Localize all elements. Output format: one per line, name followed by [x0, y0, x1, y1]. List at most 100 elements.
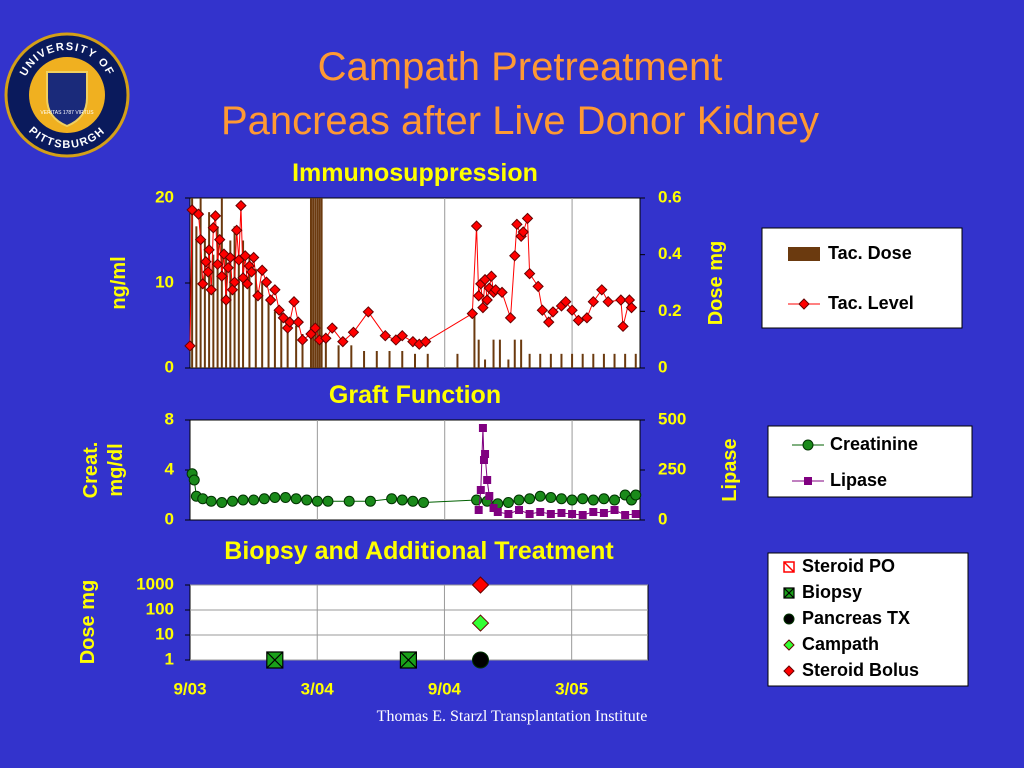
marker	[252, 290, 264, 302]
marker	[320, 332, 332, 344]
marker	[470, 220, 483, 232]
marker	[226, 495, 238, 507]
x-tick-label: 9/04	[428, 679, 462, 698]
marker	[209, 210, 222, 222]
y2-tick-label: 250	[658, 459, 686, 478]
marker	[290, 493, 302, 505]
marker	[237, 494, 249, 506]
bar	[414, 353, 416, 368]
bar	[613, 353, 616, 368]
marker	[509, 250, 521, 262]
marker	[532, 280, 544, 293]
logo: UNIVERSITY OF PITTSBURGH VERITAS 1787 VI…	[4, 32, 130, 158]
marker	[609, 494, 621, 506]
marker	[587, 295, 600, 308]
marker	[568, 510, 577, 518]
marker	[521, 212, 534, 225]
marker	[545, 492, 557, 503]
bar	[225, 254, 228, 368]
marker	[493, 508, 502, 516]
marker	[610, 506, 619, 514]
marker	[224, 251, 237, 264]
marker	[202, 266, 214, 278]
bar	[528, 353, 531, 368]
marker	[783, 639, 795, 651]
y-tick-label: 1	[165, 649, 174, 668]
bar	[539, 353, 542, 368]
marker	[587, 494, 599, 506]
marker	[621, 511, 630, 519]
marker	[343, 495, 355, 507]
bar	[316, 198, 319, 368]
y2-tick-label: 0.2	[658, 301, 682, 320]
bar	[388, 351, 391, 368]
marker	[417, 497, 429, 508]
y-axis-label: mg/dl	[105, 443, 127, 496]
x-tick-label: 3/05	[555, 679, 588, 698]
marker	[523, 267, 536, 280]
marker	[269, 492, 281, 503]
bar	[314, 198, 317, 368]
x-tick-label: 3/04	[301, 679, 335, 698]
marker	[322, 495, 334, 507]
bar	[233, 226, 236, 368]
marker	[602, 295, 614, 308]
bar	[212, 254, 215, 368]
marker	[547, 306, 559, 318]
marker	[216, 497, 228, 508]
bar	[484, 359, 487, 368]
marker	[280, 492, 292, 503]
bar	[261, 283, 264, 368]
bar	[273, 311, 276, 368]
marker	[471, 614, 490, 632]
marker	[471, 576, 490, 594]
y-tick-label: 8	[165, 409, 174, 428]
marker	[228, 276, 241, 288]
marker	[292, 316, 304, 328]
x-tick-label: 9/03	[173, 679, 206, 698]
marker	[504, 312, 517, 324]
legend-label: Creatinine	[830, 434, 918, 454]
y2-tick-label: 0	[658, 509, 667, 528]
chart-title: Biopsy and Additional Treatment	[224, 537, 614, 565]
marker	[783, 665, 795, 677]
y2-axis-label: Lipase	[719, 438, 741, 501]
plot-area	[189, 584, 649, 661]
marker	[194, 233, 207, 246]
y2-tick-label: 0	[658, 357, 667, 376]
bar	[295, 325, 298, 368]
bar	[634, 353, 637, 368]
marker	[511, 218, 523, 231]
bar	[498, 339, 501, 368]
marker	[396, 494, 408, 506]
y2-axis-label: Dose mg	[705, 241, 727, 325]
bar	[248, 254, 251, 368]
marker	[599, 509, 608, 517]
marker	[804, 477, 812, 485]
marker	[555, 493, 567, 505]
marker	[631, 510, 640, 518]
marker	[479, 456, 488, 464]
marker	[625, 301, 638, 314]
marker	[481, 294, 493, 306]
marker	[396, 329, 408, 342]
marker	[566, 304, 578, 316]
marker	[197, 278, 209, 290]
marker	[617, 320, 629, 333]
bar	[220, 198, 223, 368]
y-tick-label: 100	[146, 599, 174, 618]
marker	[476, 486, 485, 494]
marker	[216, 270, 228, 282]
marker	[207, 222, 220, 234]
y-tick-label: 20	[155, 187, 174, 206]
legend-label: Biopsy	[802, 582, 862, 602]
y2-tick-label: 500	[658, 409, 686, 428]
bar	[318, 198, 321, 368]
marker	[572, 314, 585, 327]
slide-subtitle: Pancreas after Live Donor Kidney	[221, 99, 819, 143]
marker	[311, 495, 323, 507]
marker	[566, 494, 578, 506]
marker	[301, 494, 313, 506]
marker	[230, 224, 243, 237]
marker	[504, 510, 513, 518]
